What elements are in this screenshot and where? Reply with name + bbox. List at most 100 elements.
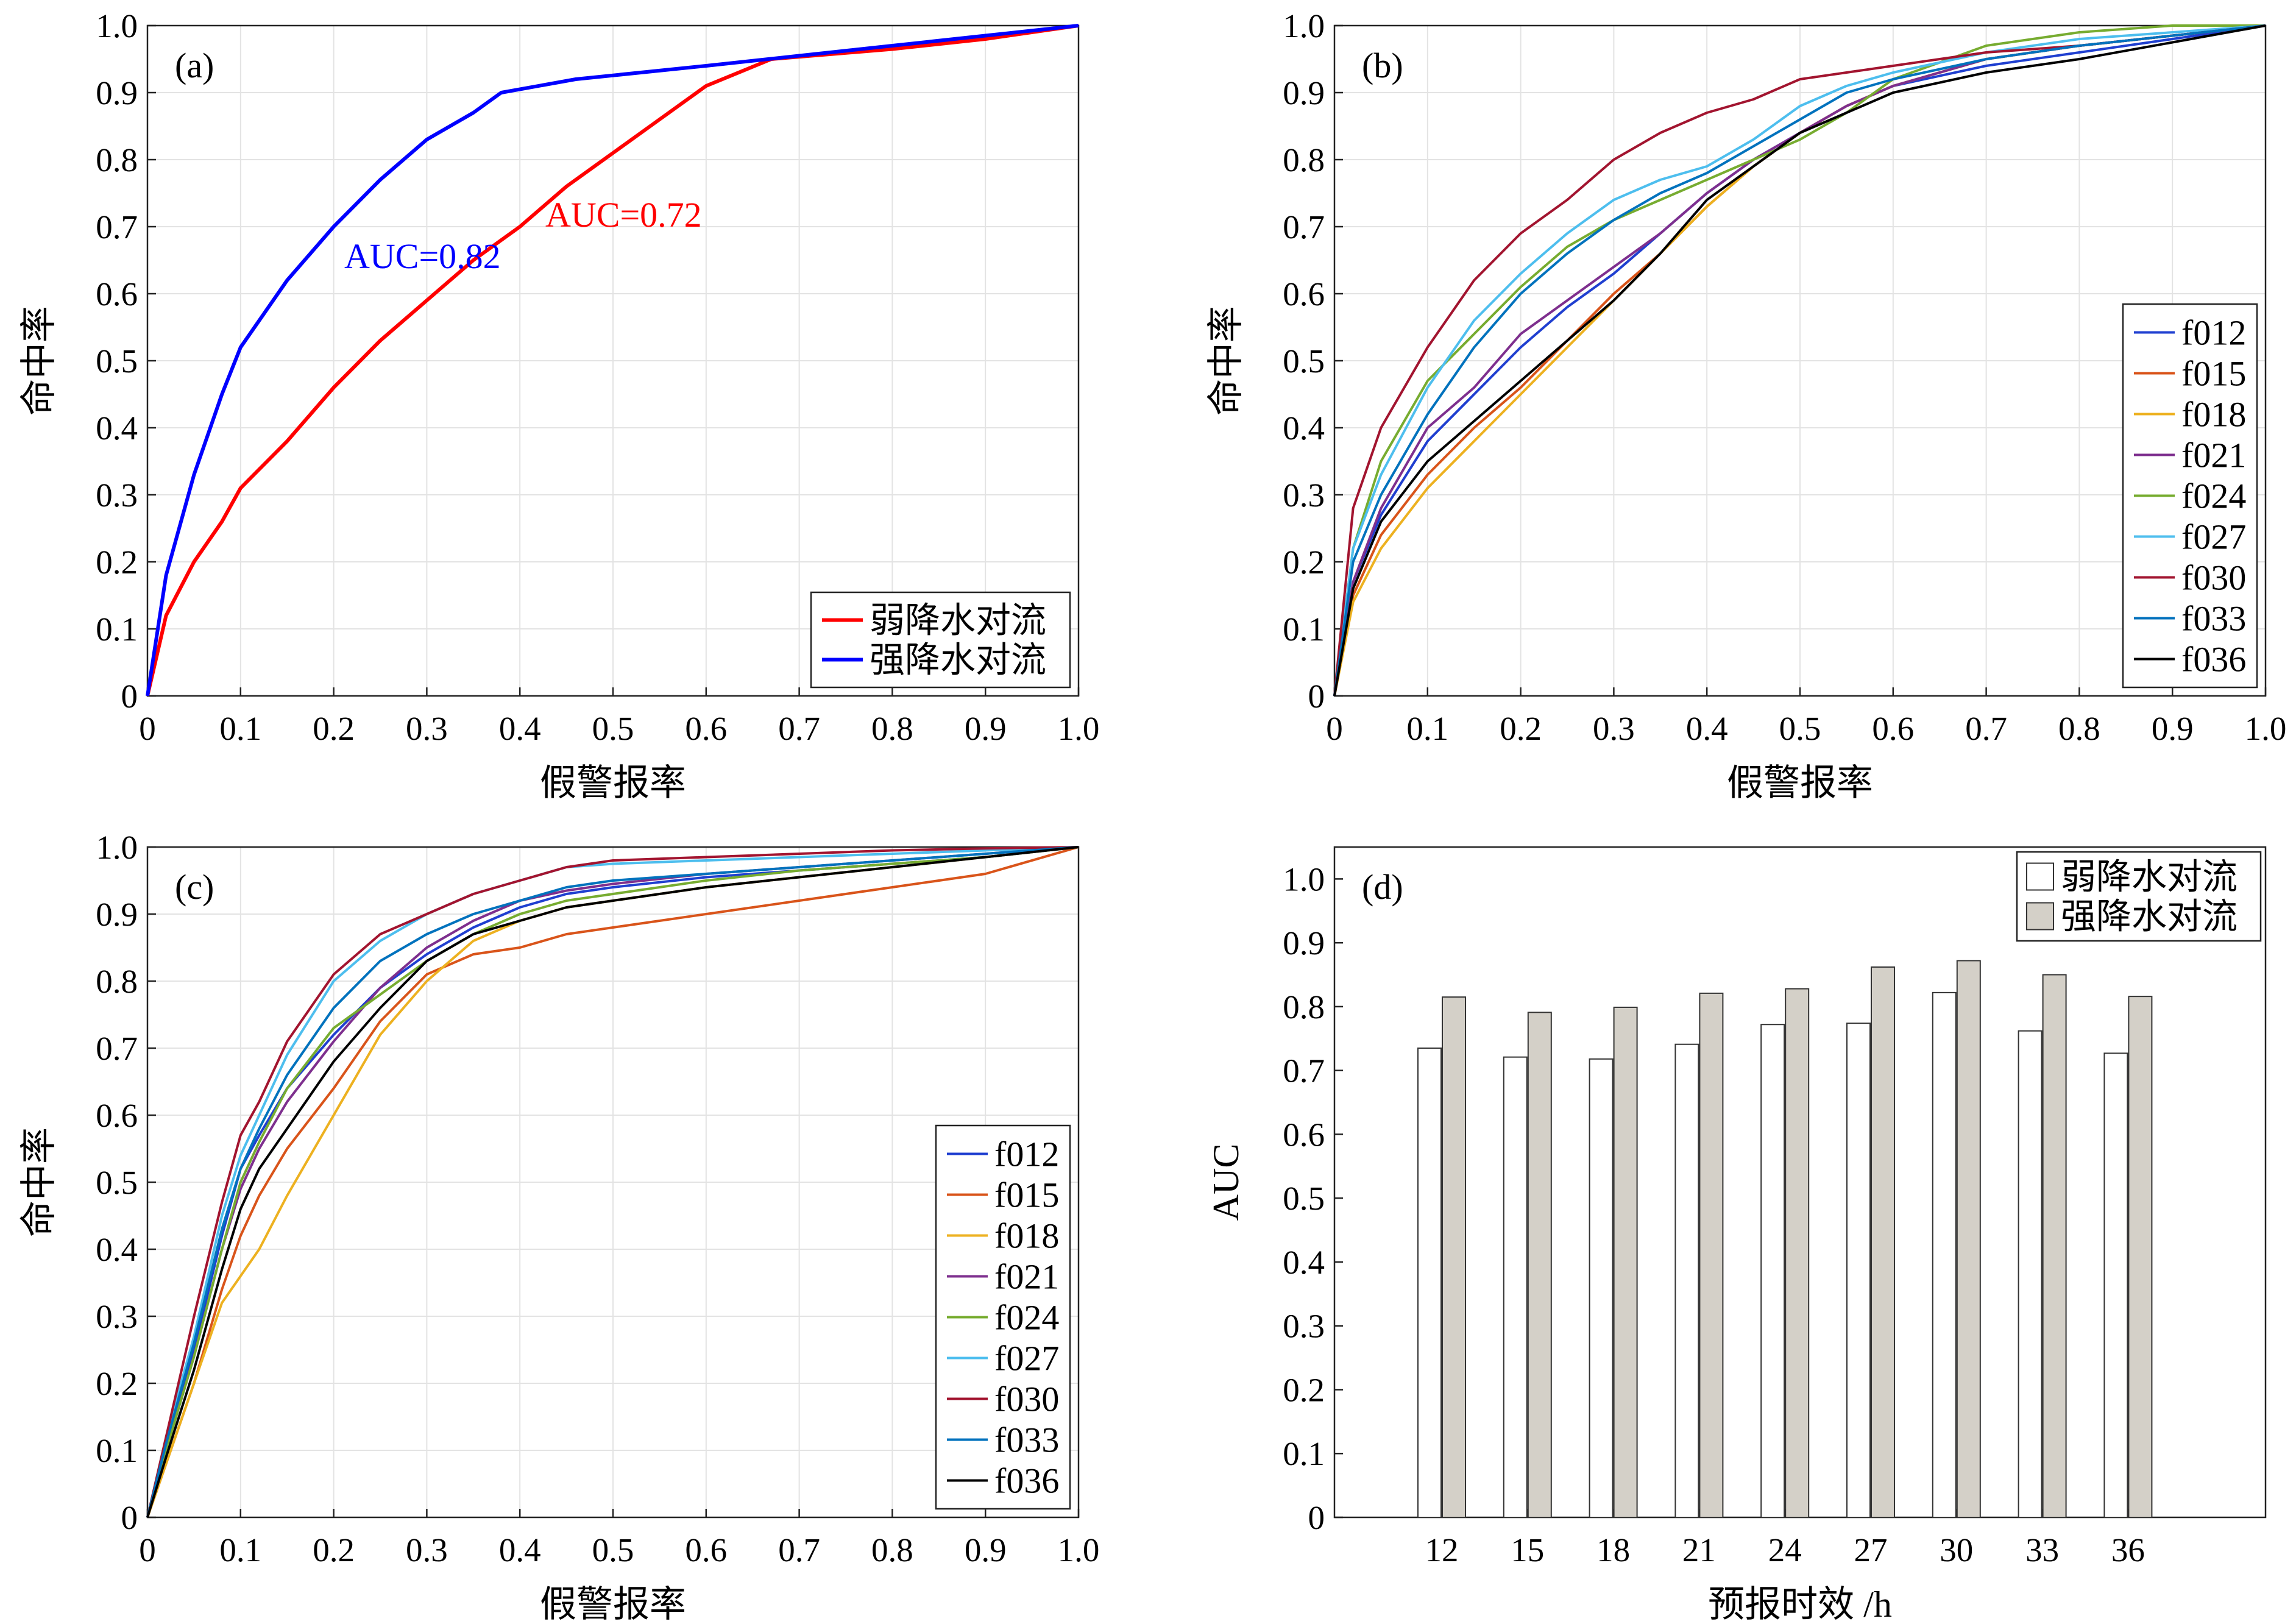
x-tick-label: 0.6 xyxy=(685,1531,727,1569)
legend-swatch-弱降水对流 xyxy=(2026,862,2054,891)
bar-弱降水对流-27 xyxy=(1846,1023,1871,1518)
legend-label: f030 xyxy=(994,1380,1059,1419)
plot-frame xyxy=(1333,24,2267,697)
x-tick-label: 0 xyxy=(139,1531,156,1569)
legend-label: f033 xyxy=(994,1420,1059,1460)
legend-label: f012 xyxy=(2181,313,2246,353)
bar-强降水对流-27 xyxy=(1871,966,1895,1518)
y-tick-label: 0.3 xyxy=(96,477,138,514)
series-line-f033 xyxy=(146,846,1079,1518)
legend-label: f021 xyxy=(2181,436,2246,475)
bar-弱降水对流-15 xyxy=(1503,1056,1528,1518)
x-tick-label: 0.8 xyxy=(871,1531,913,1569)
y-tick-label: 0.8 xyxy=(1283,141,1325,179)
x-tick-label: 0.3 xyxy=(406,1531,448,1569)
bar-强降水对流-21 xyxy=(1699,992,1724,1518)
y-tick-label: 1.0 xyxy=(96,829,138,866)
bar-弱降水对流-30 xyxy=(1932,991,1957,1519)
x-tick-label: 0.6 xyxy=(1872,710,1914,747)
x-tick-label: 0.2 xyxy=(313,1531,355,1569)
legend-label: 弱降水对流 xyxy=(2061,857,2238,897)
legend-label: 强降水对流 xyxy=(2061,897,2238,937)
legend-label: f036 xyxy=(994,1461,1059,1501)
x-tick-label: 1.0 xyxy=(1058,1531,1100,1569)
x-tick-label: 0.3 xyxy=(1593,710,1635,747)
bar-强降水对流-33 xyxy=(2042,974,2067,1518)
legend-label: f024 xyxy=(994,1298,1059,1338)
x-tick-label: 0.7 xyxy=(778,710,820,747)
x-tick-label: 0.9 xyxy=(2152,710,2194,747)
x-tick-label: 1.0 xyxy=(1058,710,1100,747)
y-tick-label: 0.7 xyxy=(1283,208,1325,246)
legend-label: f018 xyxy=(994,1216,1059,1256)
x-tick-label: 0.5 xyxy=(1779,710,1821,747)
y-axis-label: 命中率 xyxy=(19,1127,59,1237)
y-tick-label: 0.2 xyxy=(1283,544,1325,581)
bar-强降水对流-30 xyxy=(1956,960,1981,1518)
x-tick-label: 0.5 xyxy=(592,1531,634,1569)
legend-label: f021 xyxy=(994,1257,1059,1297)
x-tick-label: 0.1 xyxy=(1406,710,1448,747)
bar-强降水对流-36 xyxy=(2128,996,2153,1518)
panel-d: 0 0.1 0.2 0.3 0.4 0.5 0.6 0.7 0.8 0.9 1.0 12 15 18 21 2… xyxy=(1206,846,2267,1624)
y-tick-label: 0.1 xyxy=(96,611,138,648)
x-tick-label: 0.4 xyxy=(1686,710,1728,747)
y-tick-label: 0.6 xyxy=(96,275,138,313)
series-line-f015 xyxy=(146,846,1079,1518)
x-tick-label: 1.0 xyxy=(2245,710,2287,747)
panel-label: (c) xyxy=(175,867,214,907)
bar-弱降水对流-33 xyxy=(2018,1030,2043,1518)
y-tick-label: 0.7 xyxy=(1283,1052,1325,1090)
y-tick-label: 0.4 xyxy=(96,1231,138,1268)
panel-label: (d) xyxy=(1362,867,1403,907)
x-tick-label: 0.4 xyxy=(499,710,541,747)
x-tick-label: 0.1 xyxy=(219,710,261,747)
legend-label: 弱降水对流 xyxy=(870,601,1046,640)
series-line-f036 xyxy=(1333,24,2266,697)
y-tick-label: 0.1 xyxy=(96,1432,138,1469)
x-tick-label: 0.3 xyxy=(406,710,448,747)
y-tick-label: 0.7 xyxy=(96,208,138,246)
y-tick-label: 0.5 xyxy=(1283,342,1325,380)
plot-frame xyxy=(146,846,1080,1519)
y-axis-label: 命中率 xyxy=(1206,306,1246,416)
x-tick-label: 0.8 xyxy=(871,710,913,747)
x-tick-label: 33 xyxy=(2025,1531,2059,1569)
y-tick-label: 0.1 xyxy=(1283,611,1325,648)
y-tick-label: 0.4 xyxy=(1283,1244,1325,1281)
series-line-f036 xyxy=(146,846,1079,1518)
x-tick-label: 0.9 xyxy=(965,710,1007,747)
bar-强降水对流-12 xyxy=(1442,996,1466,1518)
x-axis-label: 预报时效 /h xyxy=(1708,1584,1892,1624)
x-tick-label: 0.9 xyxy=(965,1531,1007,1569)
panel-label: (a) xyxy=(175,46,214,85)
panel-label: (b) xyxy=(1362,46,1403,85)
x-tick-label: 0.7 xyxy=(1965,710,2007,747)
y-tick-label: 1.0 xyxy=(1283,860,1325,898)
y-tick-label: 0.1 xyxy=(1283,1435,1325,1472)
y-tick-label: 0.2 xyxy=(1283,1371,1325,1408)
y-tick-label: 0 xyxy=(1308,1499,1325,1536)
x-tick-label: 0.4 xyxy=(499,1531,541,1569)
y-tick-label: 0.9 xyxy=(1283,74,1325,112)
panel-a: 0 0.1 0.2 0.3 0.4 0.5 0.6 0.7 0.8 0.9 1.0 0 0.1 0.2 0.… xyxy=(19,7,1099,803)
series-line-f030 xyxy=(146,846,1079,1518)
x-tick-label: 27 xyxy=(1854,1531,1888,1569)
y-tick-label: 0.5 xyxy=(96,1164,138,1201)
y-axis-label: 命中率 xyxy=(19,306,59,416)
legend-box xyxy=(810,591,1071,689)
y-tick-label: 0.8 xyxy=(1283,988,1325,1026)
y-tick-label: 0 xyxy=(121,1499,138,1536)
x-tick-label: 0.7 xyxy=(778,1531,820,1569)
x-tick-label: 36 xyxy=(2111,1531,2145,1569)
x-tick-label: 0.6 xyxy=(685,710,727,747)
x-tick-label: 21 xyxy=(1682,1531,1716,1569)
y-tick-label: 1.0 xyxy=(1283,7,1325,44)
panel-c: 0 0.1 0.2 0.3 0.4 0.5 0.6 0.7 0.8 0.9 1.0 0 0.1 0.2 0.… xyxy=(19,829,1099,1624)
x-tick-label: 0.8 xyxy=(2058,710,2100,747)
legend-label: f015 xyxy=(994,1175,1059,1215)
series-line-强降水对流 xyxy=(146,24,1079,697)
y-tick-label: 0.6 xyxy=(1283,1116,1325,1153)
legend-label: f027 xyxy=(2181,517,2246,557)
